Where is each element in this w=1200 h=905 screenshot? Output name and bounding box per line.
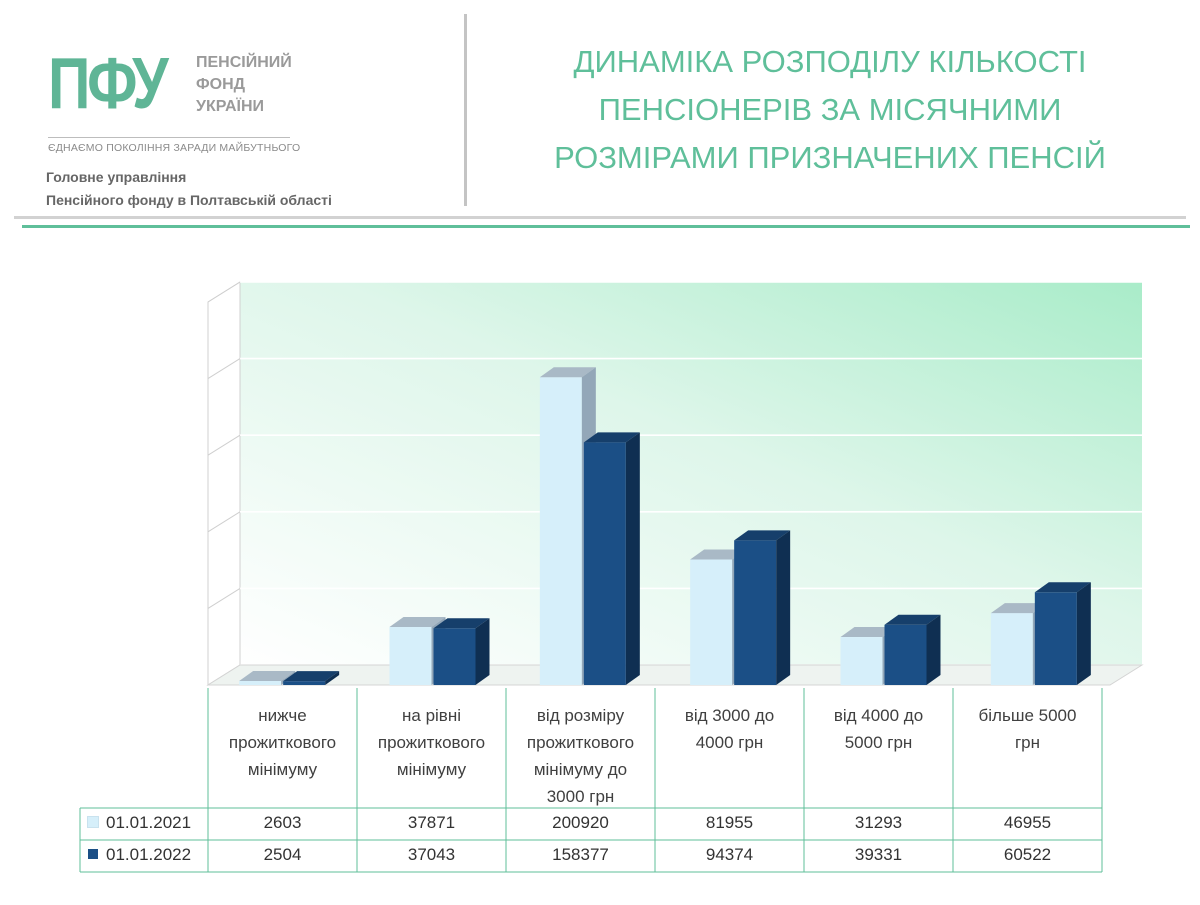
- value-cell: 60522: [1003, 845, 1052, 864]
- logo-slogan: ЄДНАЄМО ПОКОЛІННЯ ЗАРАДИ МАЙБУТНЬОГО: [48, 142, 301, 154]
- bar-side: [776, 530, 791, 685]
- bar: [690, 559, 733, 685]
- category-label: більше 5000 грн: [978, 706, 1077, 752]
- bar: [583, 442, 626, 685]
- bar-top: [583, 432, 640, 443]
- gridline-side: [207, 587, 241, 609]
- logo-word: ФОНД: [196, 76, 246, 93]
- bar: [884, 624, 927, 685]
- title-line: ПЕНСІОНЕРІВ ЗА МІСЯЧНИМИ: [598, 92, 1062, 127]
- value-cell: 2504: [263, 845, 302, 864]
- legend-entry: 01.01.2021: [87, 808, 192, 838]
- bar: [389, 626, 432, 685]
- bar-top: [840, 627, 897, 638]
- value-cell: 2603: [263, 813, 302, 832]
- bar: [1034, 592, 1077, 685]
- gridline-side: [207, 511, 241, 533]
- category-label: від розміру прожиткового мінімуму до 3000 г…: [526, 706, 635, 806]
- bar-side: [625, 432, 640, 685]
- bar-top: [734, 530, 791, 541]
- bar: [283, 681, 326, 685]
- bar: [990, 613, 1033, 685]
- bar-top: [690, 549, 747, 560]
- value-cell: 81955: [705, 813, 754, 832]
- category-label: на рівні прожиткового мінімуму: [377, 706, 486, 779]
- category-label: від 4000 до 5000 грн: [833, 706, 924, 752]
- bar: [239, 681, 282, 685]
- logo-mark: ПФУ: [48, 44, 169, 124]
- bar-top: [884, 614, 941, 625]
- bar-side: [325, 671, 340, 685]
- gridline-side: [207, 434, 241, 456]
- logo-divider: [48, 137, 290, 138]
- legend-swatch: [87, 816, 99, 828]
- title-line: РОЗМІРАМИ ПРИЗНАЧЕНИХ ПЕНСІЙ: [554, 140, 1106, 175]
- value-cell: 37043: [407, 845, 456, 864]
- bar: [734, 540, 777, 685]
- organization-name: Головне управління Пенсійного фонду в По…: [46, 166, 332, 212]
- value-cell: 200920: [552, 813, 609, 832]
- category-label: нижче прожиткового мінімуму: [228, 706, 337, 779]
- legend-label: 01.01.2021: [106, 813, 192, 832]
- bar: [840, 637, 883, 685]
- bar-top: [389, 616, 446, 627]
- logo-word: ПЕНСІЙНИЙ: [196, 54, 292, 71]
- value-cell: 158377: [552, 845, 609, 864]
- slide-title: ДИНАМІКА РОЗПОДІЛУ КІЛЬКОСТІ ПЕНСІОНЕРІВ…: [500, 38, 1160, 182]
- category-label: від 3000 до 4000 грн: [684, 706, 775, 752]
- value-cell: 94374: [705, 845, 754, 864]
- header-separator: [464, 14, 467, 206]
- bar-top: [239, 671, 296, 682]
- value-cell: 37871: [407, 813, 456, 832]
- logo-word: УКРАЇНИ: [196, 98, 265, 115]
- bar-top: [990, 603, 1047, 614]
- chart-side-wall: [207, 281, 241, 686]
- bar-top: [433, 618, 490, 629]
- bar: [539, 377, 582, 685]
- bar-side: [926, 614, 941, 685]
- title-line: ДИНАМІКА РОЗПОДІЛУ КІЛЬКОСТІ: [573, 44, 1087, 79]
- bar-top: [1034, 582, 1091, 593]
- bar-side: [475, 618, 490, 685]
- bar-top: [539, 367, 596, 378]
- legend-swatch: [88, 849, 98, 859]
- value-cell: 39331: [854, 845, 903, 864]
- value-cell: 31293: [854, 813, 903, 832]
- logo-words: ПЕНСІЙНИЙ ФОНД УКРАЇНИ: [196, 52, 306, 118]
- header-rule-green: [22, 225, 1190, 228]
- header-rule-gray: [14, 216, 1186, 219]
- org-line: Пенсійного фонду в Полтавській області: [46, 192, 332, 208]
- gridline-side: [207, 281, 241, 303]
- gridline-side: [207, 358, 241, 380]
- header: ПФУ ПЕНСІЙНИЙ ФОНД УКРАЇНИ ЄДНАЄМО ПОКОЛ…: [0, 0, 1200, 232]
- bar-side: [1076, 582, 1091, 685]
- org-line: Головне управління: [46, 169, 187, 185]
- value-cell: 46955: [1003, 813, 1052, 832]
- legend-label: 01.01.2022: [106, 845, 192, 864]
- bar-top: [283, 671, 340, 682]
- legend-entry: 01.01.2022: [88, 840, 191, 870]
- bar: [433, 628, 476, 685]
